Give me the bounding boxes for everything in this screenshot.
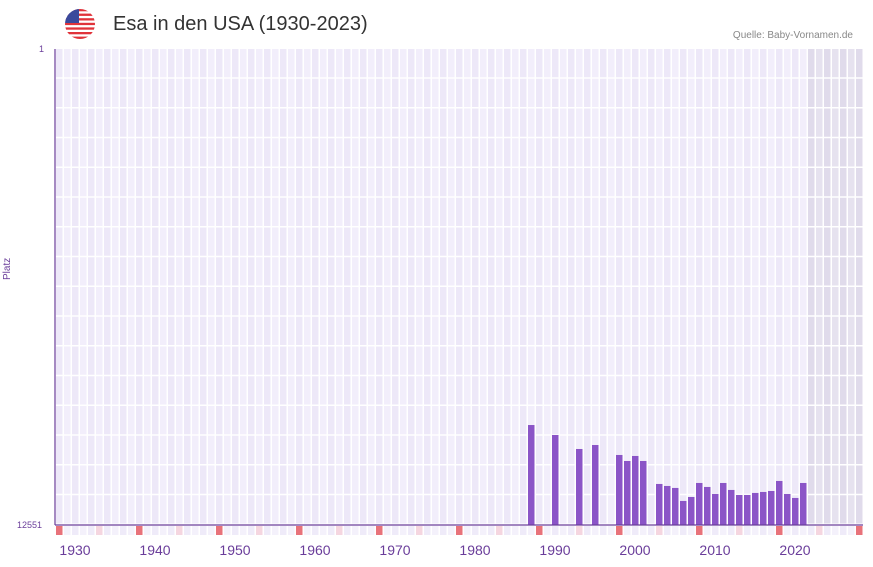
bar-2021 — [800, 482, 807, 525]
x-tick-1950: 1950 — [219, 542, 251, 558]
x-tick-2020: 2020 — [779, 542, 811, 558]
x-tick-1970: 1970 — [379, 542, 411, 558]
x-tick-2010: 2010 — [699, 542, 731, 558]
bar-2015 — [752, 492, 759, 525]
bar-2013 — [736, 494, 743, 525]
bar-2012 — [728, 489, 735, 525]
bar-1993 — [576, 448, 583, 525]
bar-2001 — [640, 460, 647, 525]
bar-2009 — [704, 486, 711, 525]
bar-2004 — [664, 485, 671, 525]
x-tick-2000: 2000 — [619, 542, 651, 558]
bar-2006 — [680, 500, 687, 525]
bar-2007 — [688, 496, 695, 525]
y-axis-top-label: 1 — [39, 44, 45, 54]
bar-2011 — [720, 482, 727, 525]
bar-2008 — [696, 482, 703, 525]
chart-title: Esa in den USA (1930-2023) — [113, 13, 368, 35]
bar-2017 — [768, 490, 775, 525]
bar-2000 — [632, 455, 639, 525]
bar-2010 — [712, 493, 719, 525]
bar-2018 — [776, 480, 783, 525]
x-tick-1940: 1940 — [139, 542, 171, 558]
bar-1990 — [552, 434, 559, 525]
x-tick-1930: 1930 — [59, 542, 91, 558]
bar-2003 — [656, 483, 663, 525]
bar-2005 — [672, 487, 679, 525]
bar-2019 — [784, 493, 791, 525]
bar-1987 — [528, 425, 535, 525]
source-credit: Quelle: Baby-Vornamen.de — [732, 30, 853, 41]
bar-2020 — [792, 497, 799, 525]
bar-2016 — [760, 491, 767, 525]
bar-1995 — [592, 445, 599, 525]
x-tick-1990: 1990 — [539, 542, 571, 558]
x-tick-1960: 1960 — [299, 542, 331, 558]
x-tick-1980: 1980 — [459, 542, 491, 558]
bar-2014 — [744, 494, 751, 525]
y-axis-bottom-label: 12551 — [17, 520, 43, 530]
bar-1999 — [624, 460, 631, 525]
us-flag-icon — [65, 9, 95, 39]
bar-1998 — [616, 454, 623, 525]
